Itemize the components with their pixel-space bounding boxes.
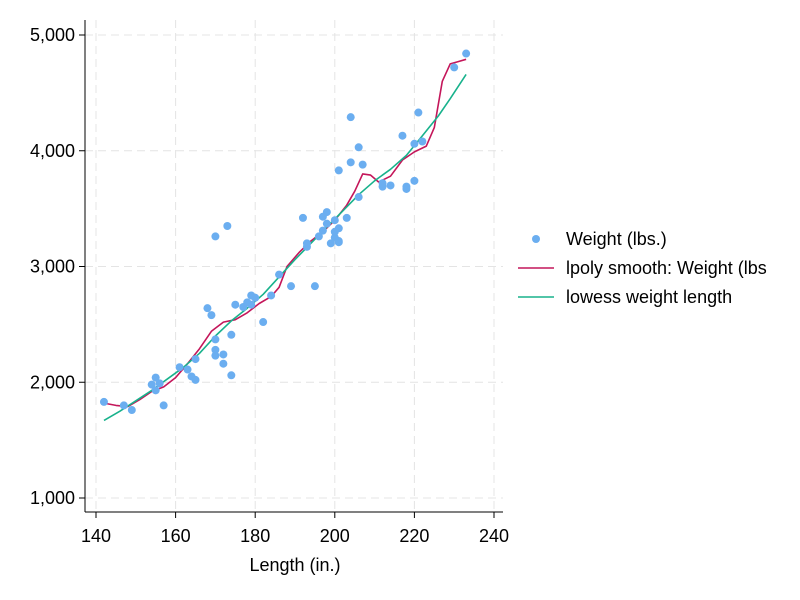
scatter-point [247,300,256,309]
y-tick-label: 5,000 [30,25,75,45]
scatter-point [298,213,307,222]
y-tick-label: 3,000 [30,257,75,277]
scatter-point [119,401,128,410]
scatter-point [227,330,236,339]
scatter-point [418,137,427,146]
scatter-point [322,219,331,228]
scatter-point [462,49,471,58]
scatter-point [275,270,284,279]
scatter-point [378,179,387,188]
x-tick-label: 200 [320,526,350,546]
scatter-point [155,379,164,388]
scatter-point [159,401,168,410]
y-tick-label: 2,000 [30,372,75,392]
scatter-point [322,208,331,217]
x-tick-label: 180 [240,526,270,546]
scatter-point [227,371,236,380]
scatter-point [450,63,459,72]
series-line-2 [103,73,467,422]
scatter-point [231,300,240,309]
scatter-point [211,335,220,344]
scatter-point [267,291,276,300]
x-tick-label: 240 [479,526,509,546]
scatter-point [410,176,419,185]
scatter-point [314,232,323,241]
scatter-point [334,224,343,233]
y-tick-label: 4,000 [30,141,75,161]
scatter-point [211,232,220,241]
scatter-point [203,304,212,313]
scatter-point [334,237,343,246]
scatter-point [402,182,411,191]
scatter-point [151,386,160,395]
legend-label: lpoly smooth: Weight (lbs [566,258,767,278]
scatter-point [219,350,228,359]
scatter-point [99,397,108,406]
scatter-point [183,365,192,374]
scatter-point [302,239,311,248]
legend: Weight (lbs.) lpoly smooth: Weight (lbs lo… [518,229,767,307]
scatter-point [354,193,363,202]
scatter-point [354,143,363,152]
legend-label: lowess weight length [566,287,732,307]
x-tick-label: 220 [399,526,429,546]
scatter-point [219,359,228,368]
legend-key-marker [532,235,540,243]
y-tick-label: 1,000 [30,488,75,508]
x-tick-label: 140 [81,526,111,546]
scatter-point [211,345,220,354]
scatter-point [414,108,423,117]
scatter-point [326,239,335,248]
scatter-point [398,131,407,140]
scatter-point [410,139,419,148]
y-tick-labels: 1,000 2,000 3,000 4,000 5,000 [30,25,85,508]
scatter-point [386,181,395,190]
scatter-point [175,363,184,372]
scatter-point [318,226,327,235]
scatter-point [211,351,220,360]
scatter-point [151,373,160,382]
x-tick-labels: 140 160 180 200 220 240 [81,512,509,546]
scatter-point [127,406,136,415]
scatter-point [259,318,268,327]
series-lines [103,58,467,422]
scatter-point [310,282,319,291]
series-line-1 [103,58,467,408]
legend-label: Weight (lbs.) [566,229,667,249]
scatter-point [191,355,200,364]
scatter-point [358,160,367,169]
x-tick-label: 160 [161,526,191,546]
scatter-point [207,311,216,320]
scatter-point [346,158,355,167]
x-axis-label: Length (in.) [249,555,340,575]
scatter-point [287,282,296,291]
scatter-point [346,113,355,122]
scatter-point [342,213,351,222]
grid [85,20,503,512]
scatter-point [334,166,343,175]
scatter-point [147,380,156,389]
scatter-point [330,216,339,225]
scatter-point [191,375,200,384]
series-points [99,49,471,415]
scatter-point [223,221,232,230]
scatter-point [251,293,260,302]
